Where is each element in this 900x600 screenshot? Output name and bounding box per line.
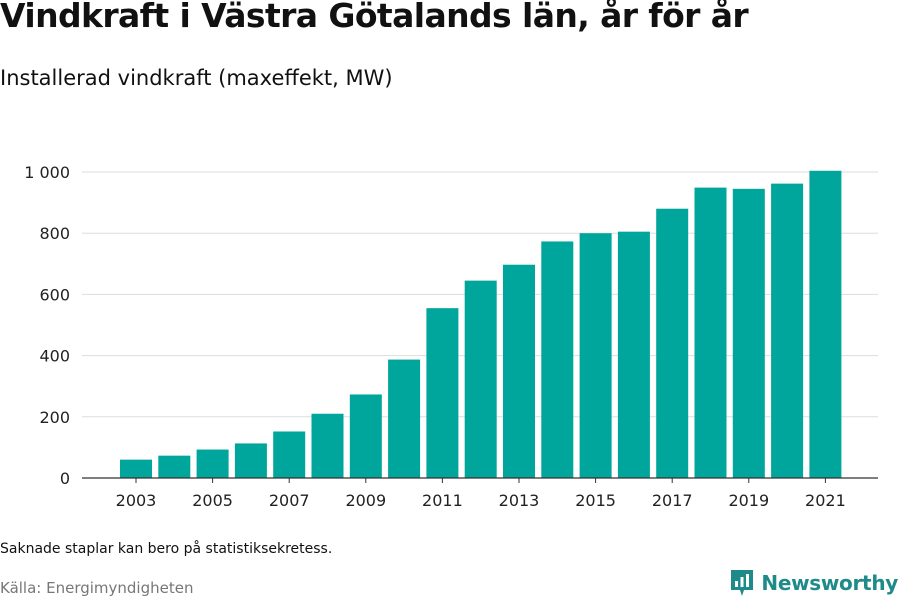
x-tick-label: 2005 xyxy=(192,491,233,510)
bar xyxy=(503,264,535,478)
x-tick-label: 2019 xyxy=(728,491,769,510)
bar xyxy=(541,241,574,478)
y-tick-label: 1 000 xyxy=(24,163,70,182)
source-credit: Källa: Energimyndigheten xyxy=(0,579,194,597)
bar xyxy=(617,231,650,478)
bar xyxy=(579,233,612,478)
x-tick-label: 2017 xyxy=(652,491,693,510)
x-tick-label: 2013 xyxy=(499,491,540,510)
y-tick-label: 0 xyxy=(60,469,70,488)
bar xyxy=(426,308,459,478)
bar xyxy=(349,394,382,478)
footnote: Saknade staplar kan bero på statistiksek… xyxy=(0,541,333,557)
bar xyxy=(120,459,152,478)
bar xyxy=(311,413,344,478)
bar xyxy=(732,188,765,478)
bar xyxy=(694,187,727,478)
y-tick-label: 600 xyxy=(39,285,70,304)
x-tick-label: 2007 xyxy=(269,491,310,510)
y-tick-label: 400 xyxy=(39,347,70,366)
bar xyxy=(656,208,689,478)
bar xyxy=(158,455,191,478)
x-tick-label: 2009 xyxy=(345,491,386,510)
x-tick-label: 2015 xyxy=(575,491,616,510)
bar xyxy=(388,359,421,478)
newsworthy-logo-icon xyxy=(731,570,754,596)
newsworthy-logo: Newsworthy xyxy=(729,568,898,598)
chart-subtitle: Installerad vindkraft (maxeffekt, MW) xyxy=(0,66,393,90)
bar xyxy=(196,449,229,478)
bar xyxy=(273,431,306,478)
x-tick-label: 2021 xyxy=(805,491,846,510)
bar xyxy=(809,170,842,478)
y-tick-label: 200 xyxy=(39,408,70,427)
bar xyxy=(771,183,804,479)
brand-name: Newsworthy xyxy=(761,571,898,595)
bar xyxy=(464,280,497,478)
bar xyxy=(234,443,267,478)
x-tick-label: 2011 xyxy=(422,491,463,510)
x-tick-label: 2003 xyxy=(116,491,157,510)
chart-title: Vindkraft i Västra Götalands län, år för… xyxy=(0,0,749,35)
bar-chart: 0 200 400 600 800 1 000 2003 2005 2007 2009 2011 20… xyxy=(24,163,878,510)
y-tick-label: 800 xyxy=(39,224,70,243)
